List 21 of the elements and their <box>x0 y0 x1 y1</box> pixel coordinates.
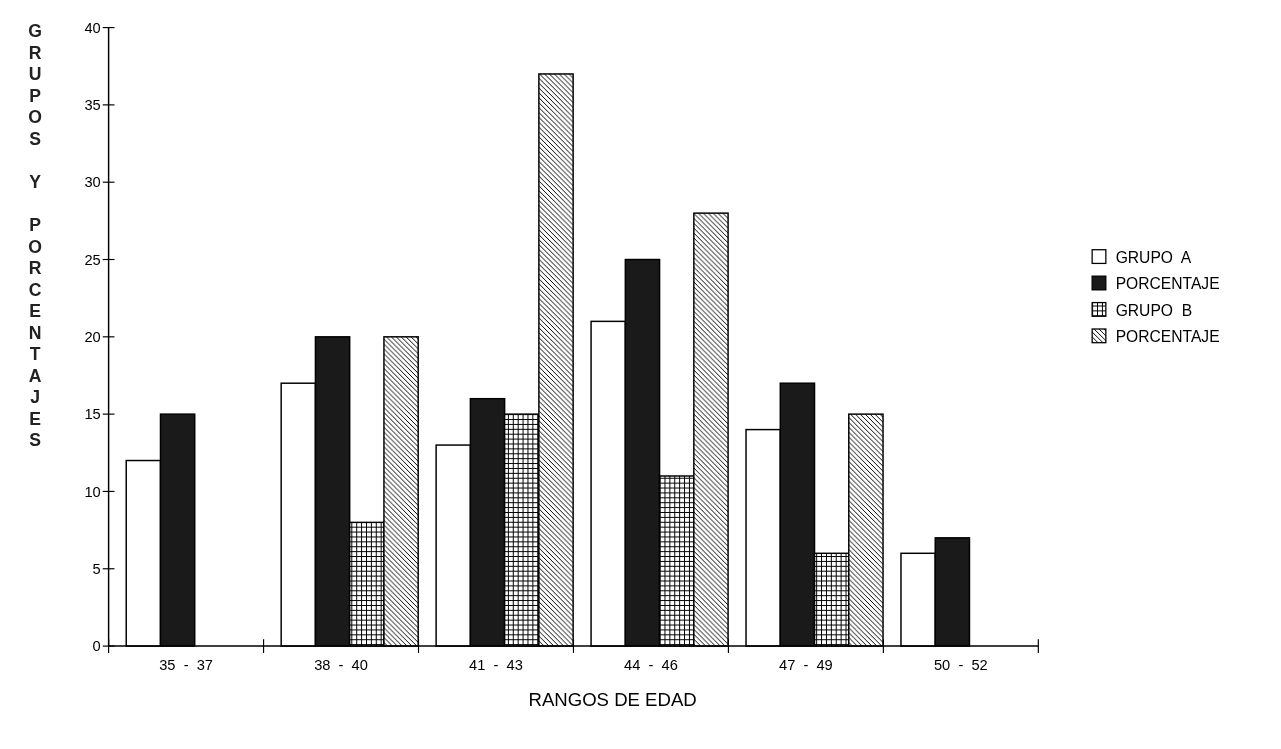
x-tick-label: 35 - 37 <box>159 656 213 673</box>
x-tick-label: 44 - 46 <box>624 656 678 673</box>
x-tick-label: 47 - 49 <box>779 656 833 673</box>
y-tick-label: 25 <box>84 251 101 268</box>
legend-label: GRUPO B <box>1115 301 1193 319</box>
y-tick-label: 10 <box>84 483 101 500</box>
text: GRUPOS Y PORCENTAJES <box>28 21 43 451</box>
y-tick-label: 35 <box>84 97 101 114</box>
x-tick-label: 50 - 52 <box>933 656 988 673</box>
x-axis-title: RANGOS DE EDAD <box>528 688 697 710</box>
x-tick-label: 41 - 43 <box>469 656 523 673</box>
legend-label: PORCENTAJE <box>1115 328 1220 346</box>
y-tick-label: 0 <box>92 638 101 655</box>
y-tick-label: 5 <box>92 560 101 577</box>
legend-label: PORCENTAJE <box>1115 275 1220 293</box>
x-tick-label: 38 - 40 <box>314 656 368 673</box>
y-tick-label: 20 <box>84 328 101 345</box>
y-tick-label: 30 <box>84 174 101 191</box>
legend-label: GRUPO A <box>1115 249 1192 267</box>
y-tick-label: 40 <box>84 19 101 36</box>
y-tick-label: 15 <box>84 406 101 423</box>
